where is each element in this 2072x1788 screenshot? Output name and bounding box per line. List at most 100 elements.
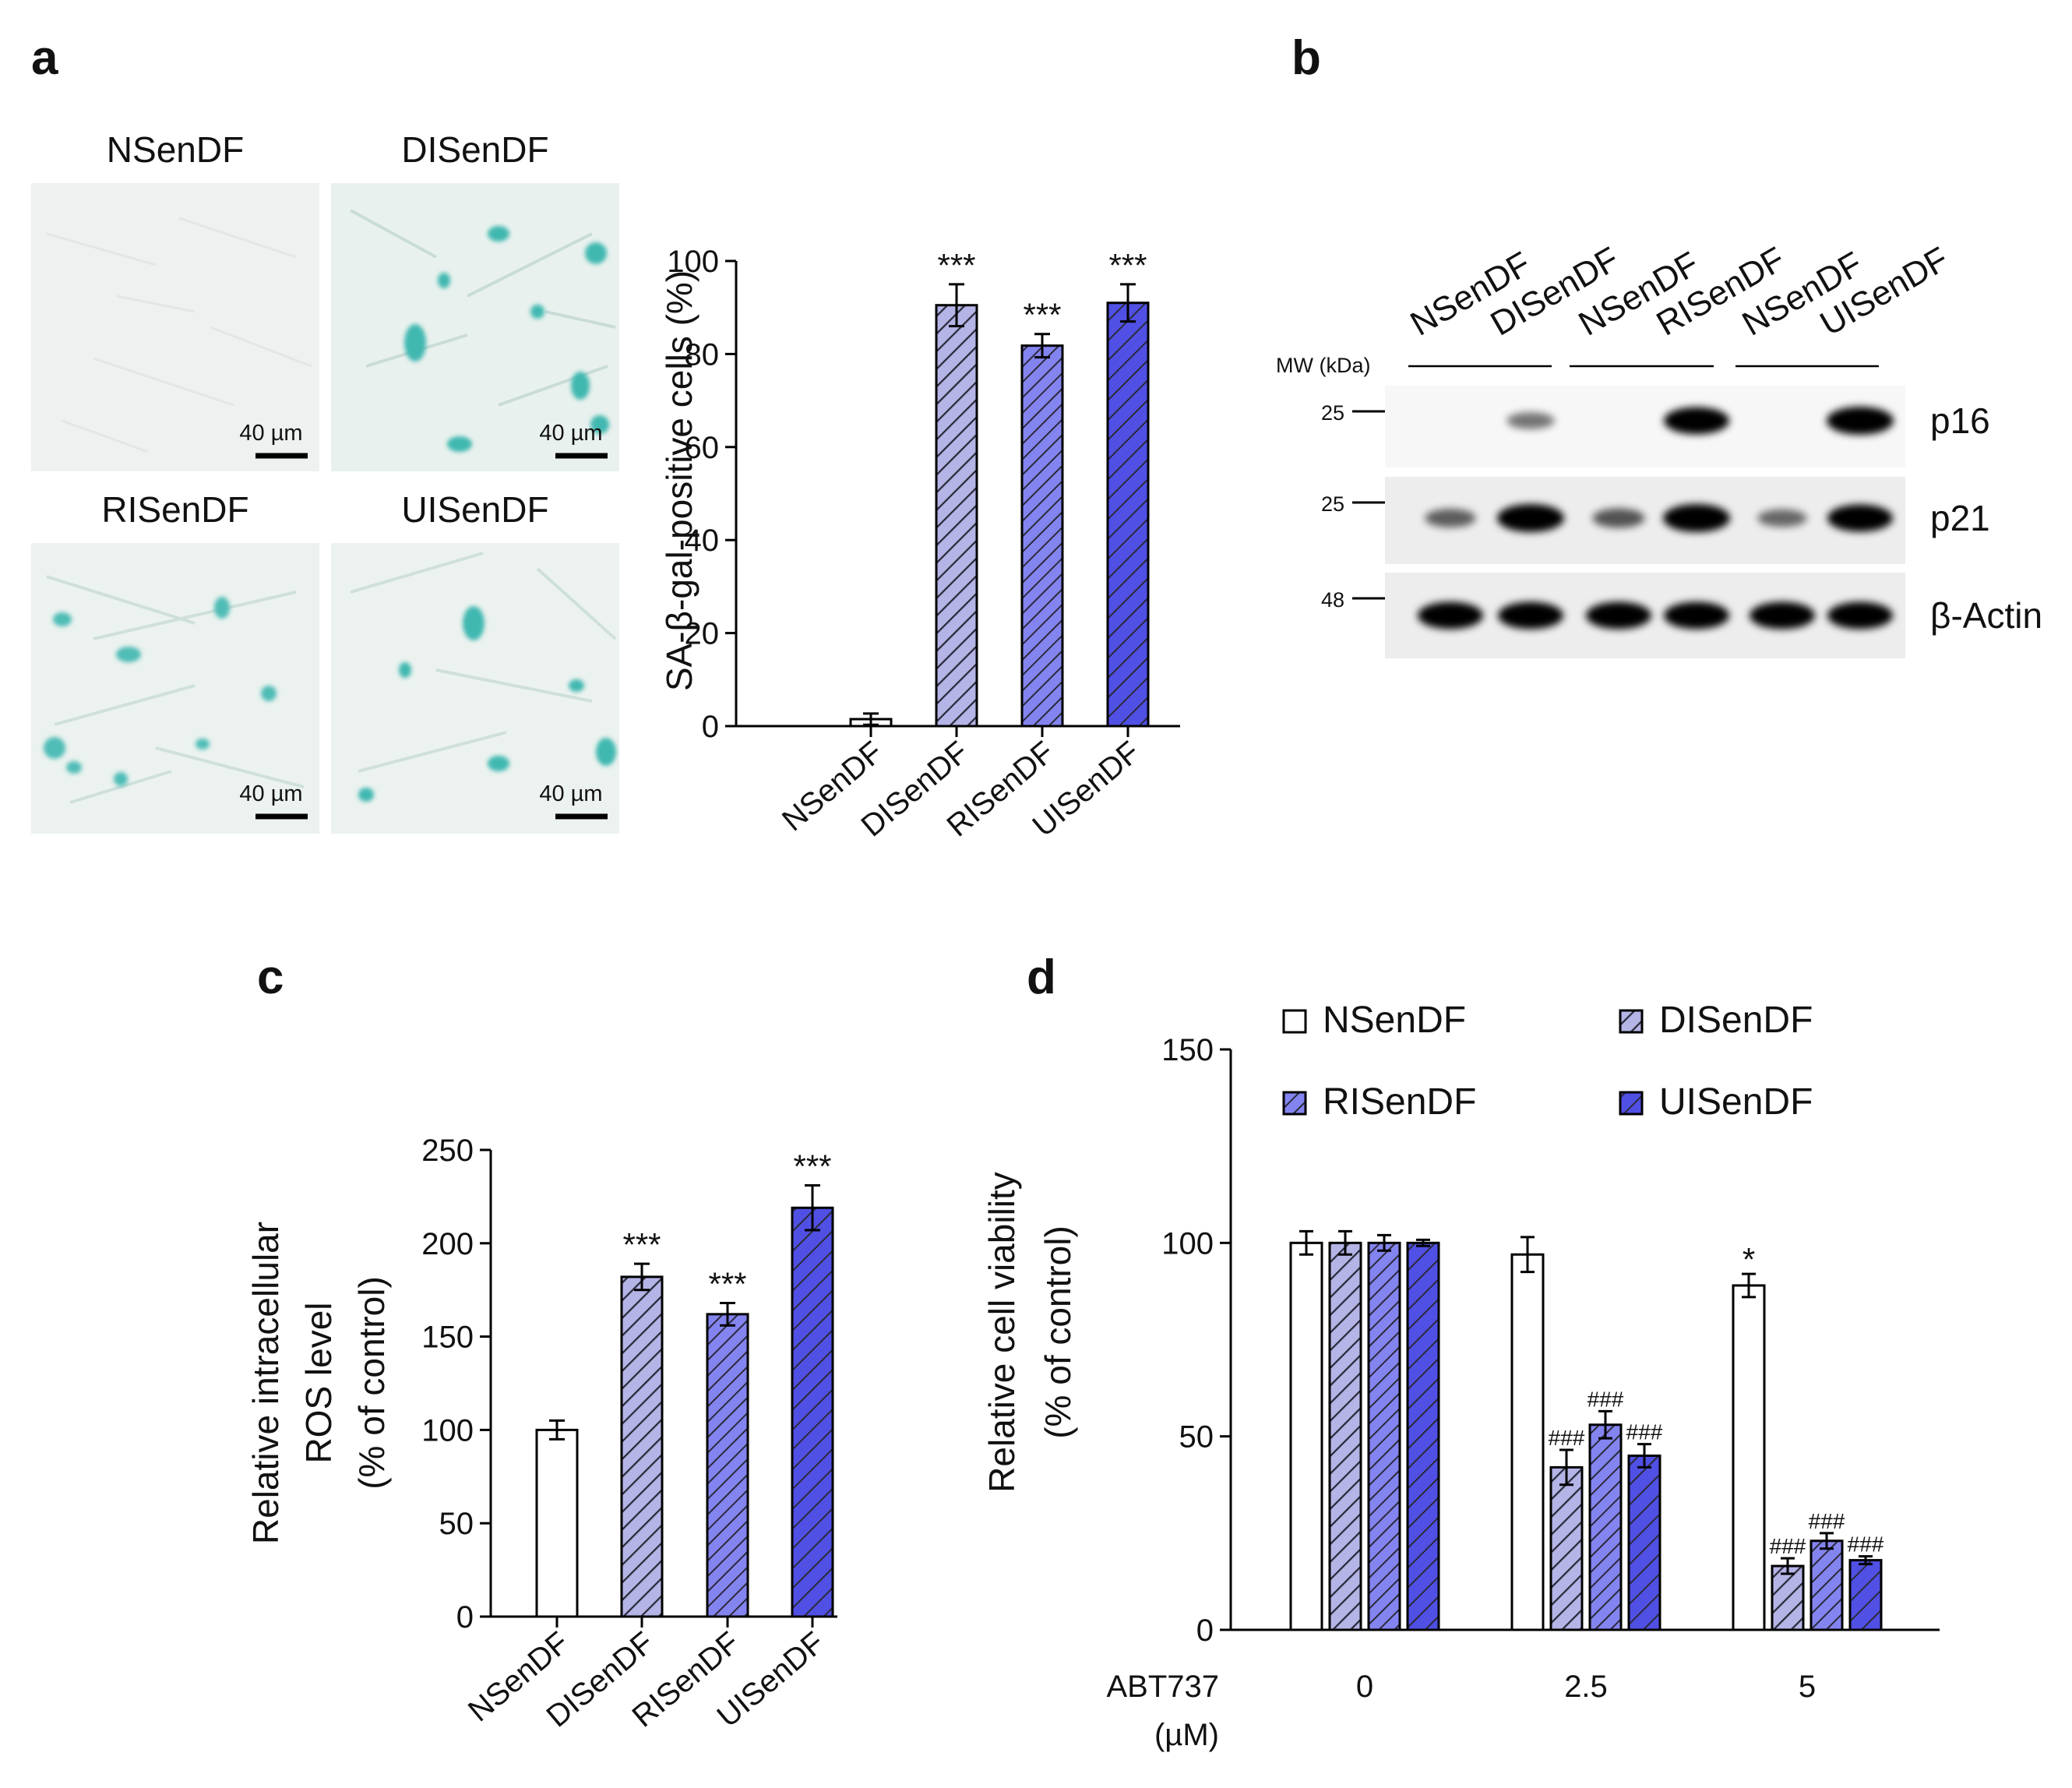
- y-tick-label: 150: [1161, 1033, 1214, 1067]
- bar-nsendf: [535, 1428, 579, 1618]
- bar-nsendf: [1510, 1253, 1545, 1631]
- significance-label: ###: [1848, 1532, 1884, 1557]
- blot-band: [1417, 601, 1484, 630]
- blot-band: [1663, 601, 1730, 630]
- bar-nsendf: [1732, 1284, 1766, 1631]
- y-axis-label: (% of control): [351, 1276, 392, 1490]
- scale-bar-label: 40 µm: [239, 421, 302, 446]
- micrograph-title-risendf: RISenDF: [101, 489, 248, 530]
- y-tick-label: 40: [685, 524, 720, 558]
- significance-label: ###: [1809, 1509, 1845, 1533]
- micrograph-title-disendf: DISenDF: [401, 129, 548, 170]
- bar-risendf: [1367, 1241, 1401, 1631]
- y-tick-label: 150: [421, 1321, 474, 1355]
- bar-uisendf: [1848, 1559, 1883, 1631]
- panel-c-label: c: [257, 950, 284, 1004]
- y-tick-label: 60: [685, 431, 720, 465]
- y-tick-label: 100: [421, 1413, 474, 1448]
- y-tick-label: 200: [421, 1227, 474, 1261]
- blot-band: [1592, 508, 1645, 528]
- y-axis-label: Relative intracellular: [245, 1222, 286, 1544]
- significance-label: ***: [793, 1148, 831, 1185]
- chart-c: 050100150200250NSenDF***DISenDF***RISenD…: [245, 1134, 837, 1734]
- mw-header: MW (kDa): [1276, 354, 1370, 377]
- scale-bar-label: 40 µm: [539, 421, 602, 446]
- y-axis-label: SA-β-gal-positive cells (%): [659, 270, 699, 691]
- y-tick-label: 20: [685, 617, 720, 651]
- bar-uisendf: [1106, 302, 1150, 728]
- y-tick-label: 50: [439, 1507, 474, 1541]
- bar-risendf: [1588, 1423, 1623, 1631]
- legend-swatch-nsendf: [1282, 1009, 1307, 1034]
- x-tick-label: 5: [1799, 1670, 1816, 1704]
- y-axis-label: ROS level: [298, 1302, 339, 1463]
- x-tick-label: 0: [1356, 1670, 1373, 1704]
- protein-label: p16: [1930, 400, 1990, 441]
- blot-band: [1663, 504, 1730, 532]
- bar-disendf: [1328, 1241, 1362, 1631]
- significance-label: ###: [1770, 1534, 1806, 1558]
- bar-disendf: [1771, 1564, 1805, 1631]
- y-axis-label: (% of control): [1038, 1226, 1078, 1439]
- mw-marker-label: 25: [1321, 492, 1344, 516]
- micrograph-title-nsendf: NSenDF: [107, 129, 244, 170]
- protein-label: β-Actin: [1930, 595, 2042, 636]
- western-blot: NSenDFDISenDFNSenDFRISenDFNSenDFUISenDFM…: [1276, 240, 2042, 658]
- panel-d-label: d: [1027, 950, 1056, 1004]
- y-tick-label: 250: [421, 1134, 474, 1168]
- blot-band: [1749, 601, 1816, 630]
- legend-label-uisendf: UISenDF: [1659, 1081, 1813, 1123]
- chart-a: 020406080100NSenDF***DISenDF***RISenDF**…: [659, 245, 1180, 844]
- y-tick-label: 100: [1161, 1226, 1214, 1261]
- blot-band: [1497, 504, 1564, 532]
- x-tick-label: 2.5: [1564, 1670, 1608, 1704]
- bar-nsendf: [1289, 1241, 1323, 1631]
- significance-label: ***: [1023, 297, 1061, 333]
- y-tick-label: 0: [702, 710, 719, 744]
- blot-membrane: [1385, 386, 1905, 467]
- bar-uisendf: [1627, 1455, 1661, 1631]
- y-tick-label: 0: [1196, 1613, 1214, 1648]
- x-axis-label: (µM): [1154, 1718, 1219, 1752]
- bar-disendf: [1549, 1465, 1584, 1631]
- legend-swatch-disendf: [1619, 1009, 1644, 1034]
- significance-label: *: [1743, 1241, 1755, 1278]
- bar-disendf: [620, 1275, 664, 1618]
- blot-band: [1663, 407, 1730, 435]
- bar-uisendf: [791, 1206, 834, 1618]
- significance-label: ###: [1549, 1426, 1585, 1450]
- y-axis-label: Relative cell viability: [981, 1172, 1022, 1493]
- micrograph-title-uisendf: UISenDF: [401, 489, 548, 530]
- blot-band: [1827, 407, 1894, 435]
- mw-marker-label: 48: [1321, 588, 1344, 612]
- bar-risendf: [706, 1313, 749, 1618]
- significance-label: ***: [1108, 247, 1147, 284]
- micrograph-disendf: 40 µm: [331, 183, 619, 471]
- micrograph-nsendf: 40 µm: [31, 183, 319, 471]
- legend-swatch-risendf: [1282, 1091, 1307, 1116]
- x-axis-label: ABT737: [1106, 1670, 1219, 1704]
- blot-band: [1497, 601, 1564, 630]
- legend-label-nsendf: NSenDF: [1323, 1000, 1466, 1041]
- blot-band: [1506, 412, 1555, 429]
- significance-label: ###: [1587, 1387, 1624, 1411]
- scale-bar-label: 40 µm: [539, 781, 602, 806]
- bar-risendf: [1809, 1539, 1844, 1631]
- scale-bar-label: 40 µm: [239, 781, 302, 806]
- y-tick-label: 0: [456, 1600, 474, 1635]
- blot-band: [1827, 504, 1894, 532]
- protein-label: p21: [1930, 498, 1990, 538]
- panel-a-label: a: [31, 31, 58, 85]
- mw-marker-label: 25: [1321, 401, 1344, 425]
- micrograph-uisendf: 40 µm: [331, 543, 619, 834]
- bar-uisendf: [1406, 1241, 1440, 1631]
- bar-disendf: [935, 304, 978, 728]
- legend-label-disendf: DISenDF: [1659, 1000, 1813, 1041]
- blot-band: [1585, 601, 1652, 630]
- y-tick-label: 50: [1179, 1420, 1214, 1455]
- significance-label: ###: [1626, 1420, 1663, 1444]
- significance-label: ***: [622, 1226, 661, 1263]
- blot-band: [1827, 601, 1894, 630]
